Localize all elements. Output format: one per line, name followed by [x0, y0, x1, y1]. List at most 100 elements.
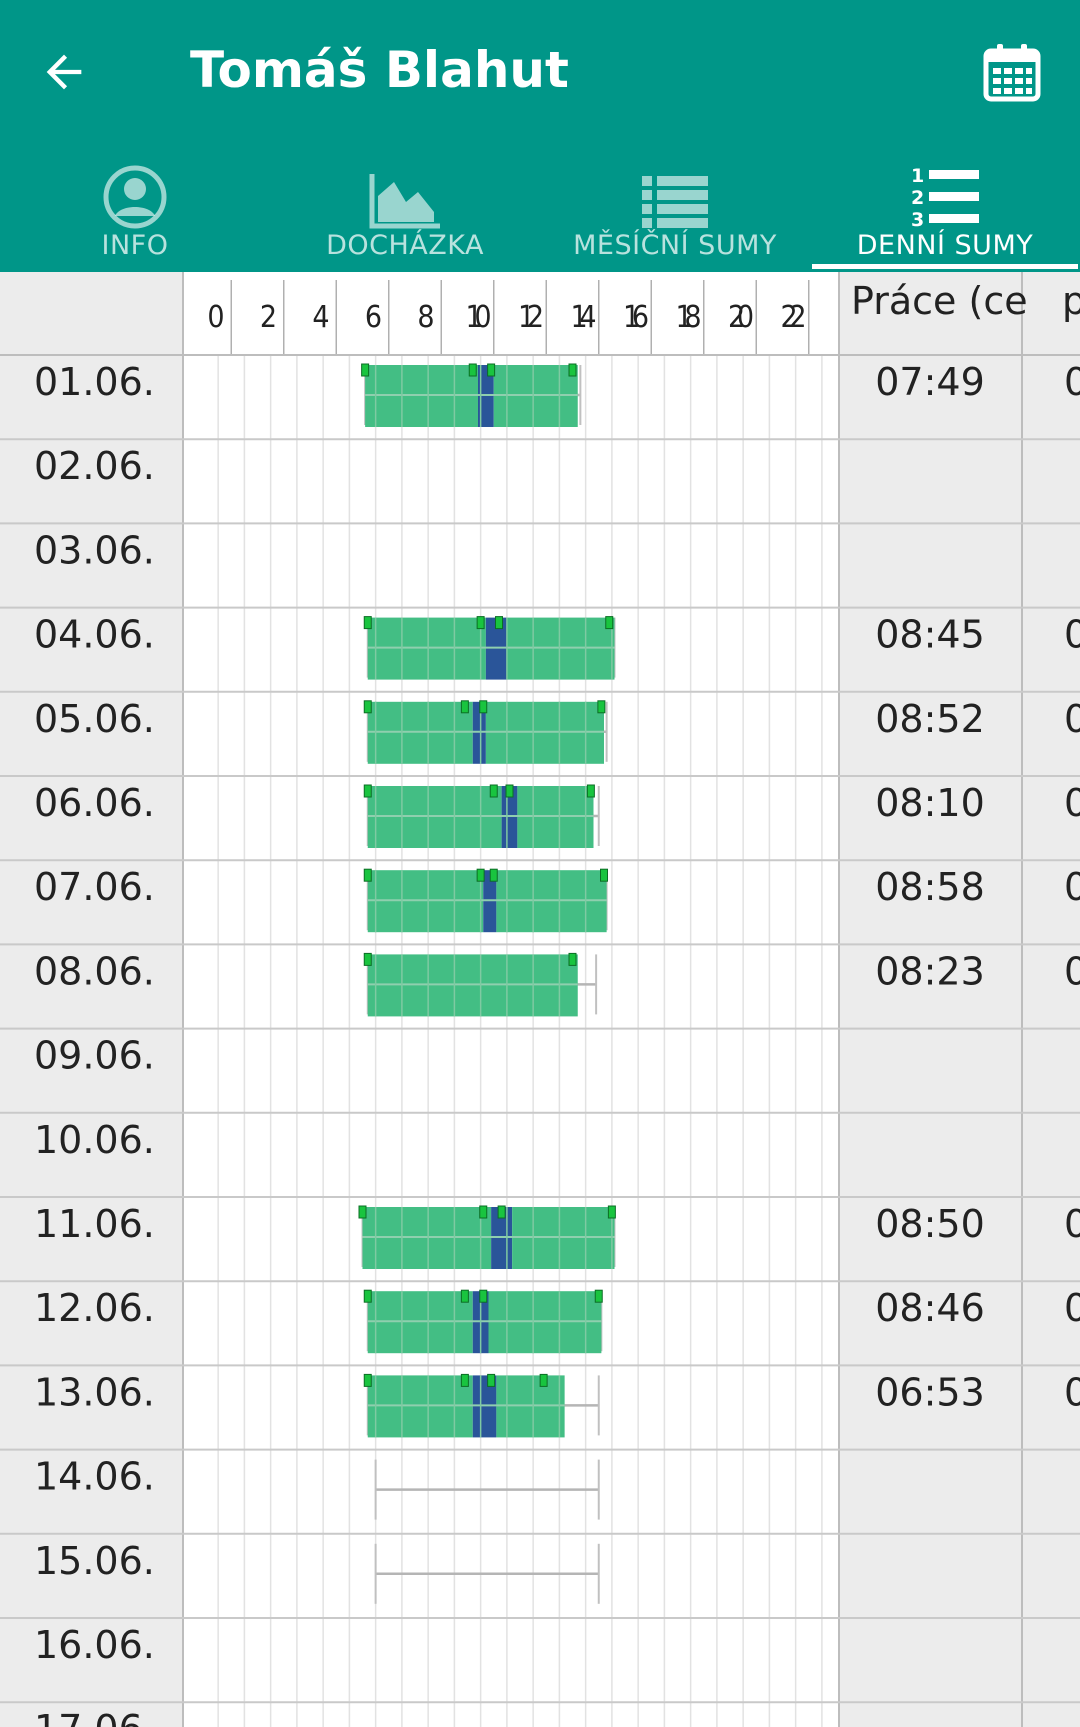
punch-marker [363, 700, 372, 714]
svg-text:2: 2 [911, 187, 924, 209]
arrow-left-icon [46, 54, 82, 90]
daily-sums-grid: 0 2 4 6 8 10 12 14 16 18 20 22 Práce (ce p 01.06. 07:49… [0, 272, 1080, 1727]
svg-text:1: 1 [911, 165, 924, 187]
person-circle-icon [103, 165, 167, 229]
row-work-time: 08:52 [875, 697, 985, 741]
hour-tick-label: 8 [417, 300, 434, 335]
row-work-time: 07:49 [875, 360, 985, 404]
punch-marker [358, 1205, 367, 1219]
row-next-value: 0 [1064, 1286, 1080, 1330]
punch-marker [586, 784, 595, 798]
tab-denni-sumy-label: DENNÍ SUMY [856, 230, 1034, 261]
date-column-bg [0, 272, 183, 1727]
punch-marker [594, 1289, 603, 1303]
punch-marker [568, 952, 577, 966]
hour-tick-label: 6 [365, 300, 382, 335]
punch-marker [363, 616, 372, 630]
hour-tick-label: 4 [312, 300, 329, 335]
next-column-header: p [1062, 279, 1080, 323]
punch-marker [363, 784, 372, 798]
punch-marker [363, 868, 372, 882]
row-work-time: 08:46 [875, 1286, 985, 1330]
row-next-value: 0 [1064, 949, 1080, 993]
punch-marker [505, 784, 514, 798]
row-next-value: 0 [1064, 1202, 1080, 1246]
punch-marker [605, 616, 614, 630]
row-date: 08.06. [34, 949, 155, 993]
row-next-value: 0 [1064, 360, 1080, 404]
punch-marker [476, 616, 485, 630]
punch-marker [363, 1289, 372, 1303]
punch-marker [468, 363, 477, 377]
punch-marker [363, 952, 372, 966]
punch-marker [460, 700, 469, 714]
punch-marker [487, 1373, 496, 1387]
tab-info[interactable]: INFO [0, 150, 270, 272]
numbered-list-icon: 123 [911, 165, 979, 230]
row-next-value: 0 [1064, 1370, 1080, 1414]
punch-marker [600, 868, 608, 882]
hour-tick-label: 18 [676, 300, 702, 335]
punch-marker [539, 1373, 548, 1387]
page-title: Tomáš Blahut [190, 41, 569, 99]
punch-marker [497, 1205, 506, 1219]
row-date: 01.06. [34, 360, 155, 404]
row-next-value: 0 [1064, 781, 1080, 825]
row-next-value: 0 [1064, 613, 1080, 657]
sums-column-bg [839, 272, 1080, 1727]
row-date: 17.06. [34, 1707, 155, 1727]
hour-tick-label: 16 [623, 300, 649, 335]
tab-dochazka-label: DOCHÁZKA [326, 230, 484, 261]
row-date: 14.06. [34, 1455, 155, 1499]
row-work-time: 08:50 [875, 1202, 985, 1246]
app-bar: Tomáš Blahut INFO [0, 0, 1080, 272]
tab-mesicni-sumy-label: MĚSÍČNÍ SUMY [573, 230, 777, 261]
tab-bar: INFO DOCHÁZKA [0, 150, 1080, 272]
tab-active-indicator [812, 264, 1078, 269]
row-date: 09.06. [34, 1034, 155, 1078]
punch-marker [363, 1373, 372, 1387]
punch-marker [460, 1289, 469, 1303]
calendar-icon [983, 44, 1041, 102]
tab-mesicni-sumy[interactable]: MĚSÍČNÍ SUMY [540, 150, 810, 272]
punch-marker [476, 868, 485, 882]
punch-marker [479, 700, 488, 714]
punch-marker [495, 616, 503, 630]
tab-dochazka[interactable]: DOCHÁZKA [270, 150, 540, 272]
row-date: 04.06. [34, 613, 155, 657]
punch-marker [479, 1205, 488, 1219]
row-date: 13.06. [34, 1370, 155, 1414]
hour-tick-label: 2 [260, 300, 277, 335]
calendar-button[interactable] [976, 36, 1048, 108]
daily-sums-table[interactable]: 0 2 4 6 8 10 12 14 16 18 20 22 Práce (ce p 01.06. 07:49… [0, 272, 1080, 1727]
row-next-value: 0 [1064, 865, 1080, 909]
row-date: 16.06. [34, 1623, 155, 1667]
row-date: 02.06. [34, 444, 155, 488]
hour-tick-label: 14 [571, 300, 597, 335]
row-work-time: 08:45 [875, 613, 985, 657]
list-icon [642, 176, 708, 228]
row-date: 10.06. [34, 1118, 155, 1162]
hour-tick-label: 12 [518, 300, 544, 335]
row-work-time: 08:23 [875, 949, 985, 993]
row-work-time: 08:58 [875, 865, 985, 909]
hour-tick-label: 0 [207, 300, 224, 335]
row-work-time: 08:10 [875, 781, 985, 825]
punch-marker [460, 1373, 469, 1387]
row-date: 06.06. [34, 781, 155, 825]
punch-marker [568, 363, 577, 377]
row-work-time: 06:53 [875, 1370, 985, 1414]
row-date: 15.06. [34, 1539, 155, 1583]
area-chart-icon [369, 174, 440, 229]
punch-marker [489, 868, 498, 882]
row-date: 07.06. [34, 865, 155, 909]
back-button[interactable] [28, 36, 100, 108]
row-date: 12.06. [34, 1286, 155, 1330]
punch-marker [487, 363, 496, 377]
punch-marker [361, 363, 370, 377]
tab-info-label: INFO [101, 230, 169, 261]
hour-tick-label: 10 [466, 300, 492, 335]
punch-marker [607, 1205, 616, 1219]
punch-marker [597, 700, 606, 714]
